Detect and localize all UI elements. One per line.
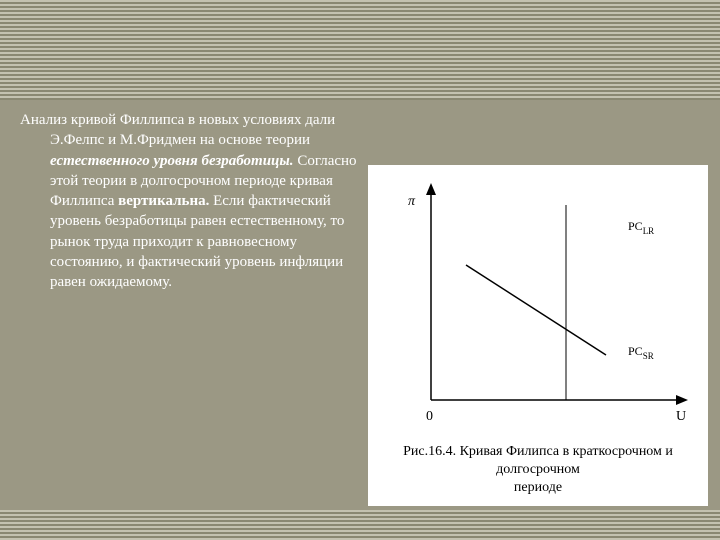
x-axis-arrow-icon [676, 395, 688, 405]
body-text: Анализ кривой Филлипса в новых условиях … [20, 110, 360, 292]
figure-caption: Рис.16.4. Кривая Филипса в краткосрочном… [376, 443, 700, 498]
y-axis-arrow-icon [426, 183, 436, 195]
x-axis-label: U [676, 409, 686, 424]
lr-label: PCLR [628, 219, 654, 236]
origin-label: 0 [426, 409, 433, 424]
decorative-stripe-top [0, 0, 720, 100]
sr-label: PCSR [628, 344, 654, 361]
caption-line2: периоде [514, 480, 562, 495]
chart-container: π U 0 PCLR PCSR Рис.16.4. Кривая Филипса… [368, 165, 708, 506]
text-pre: Анализ кривой Филлипса в новых условиях … [20, 112, 335, 148]
text-em2: вертикальна. [118, 193, 209, 209]
y-axis-label: π [408, 194, 416, 209]
caption-line1: Рис.16.4. Кривая Филипса в краткосрочном… [403, 444, 673, 477]
text-em1: естественного уровня безработицы. [50, 153, 294, 169]
decorative-stripe-bottom [0, 510, 720, 540]
phillips-curve-chart: π U 0 PCLR PCSR [376, 175, 700, 435]
sr-curve [466, 265, 606, 355]
